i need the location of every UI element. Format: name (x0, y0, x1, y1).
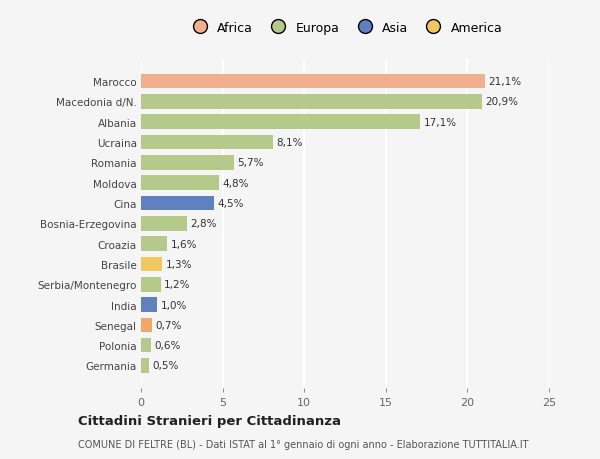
Text: 2,8%: 2,8% (190, 219, 217, 229)
Text: 1,2%: 1,2% (164, 280, 190, 290)
Bar (141, 95, 482, 109)
Legend: Africa, Europa, Asia, America: Africa, Europa, Asia, America (182, 17, 508, 39)
Text: 5,7%: 5,7% (237, 158, 264, 168)
Bar (141, 338, 151, 353)
Text: 1,0%: 1,0% (161, 300, 187, 310)
Text: 0,7%: 0,7% (155, 320, 182, 330)
Text: 1,3%: 1,3% (166, 259, 192, 269)
Text: COMUNE DI FELTRE (BL) - Dati ISTAT al 1° gennaio di ogni anno - Elaborazione TUT: COMUNE DI FELTRE (BL) - Dati ISTAT al 1°… (78, 440, 529, 449)
Text: Cittadini Stranieri per Cittadinanza: Cittadini Stranieri per Cittadinanza (78, 414, 341, 428)
Text: 21,1%: 21,1% (488, 77, 522, 87)
Text: 4,5%: 4,5% (218, 198, 244, 208)
Bar (141, 277, 161, 292)
Bar (141, 176, 220, 190)
Text: 20,9%: 20,9% (485, 97, 518, 107)
Text: 4,8%: 4,8% (223, 178, 249, 188)
Text: 0,6%: 0,6% (154, 341, 181, 350)
Text: 8,1%: 8,1% (277, 138, 303, 148)
Bar (141, 297, 157, 312)
Bar (141, 135, 273, 150)
Bar (141, 257, 162, 272)
Bar (141, 75, 485, 89)
Bar (141, 156, 234, 170)
Bar (141, 217, 187, 231)
Text: 1,6%: 1,6% (170, 239, 197, 249)
Bar (141, 196, 214, 211)
Bar (141, 237, 167, 252)
Text: 17,1%: 17,1% (424, 118, 457, 128)
Bar (141, 318, 152, 332)
Text: 0,5%: 0,5% (152, 361, 179, 370)
Bar (141, 115, 420, 130)
Bar (141, 358, 149, 373)
